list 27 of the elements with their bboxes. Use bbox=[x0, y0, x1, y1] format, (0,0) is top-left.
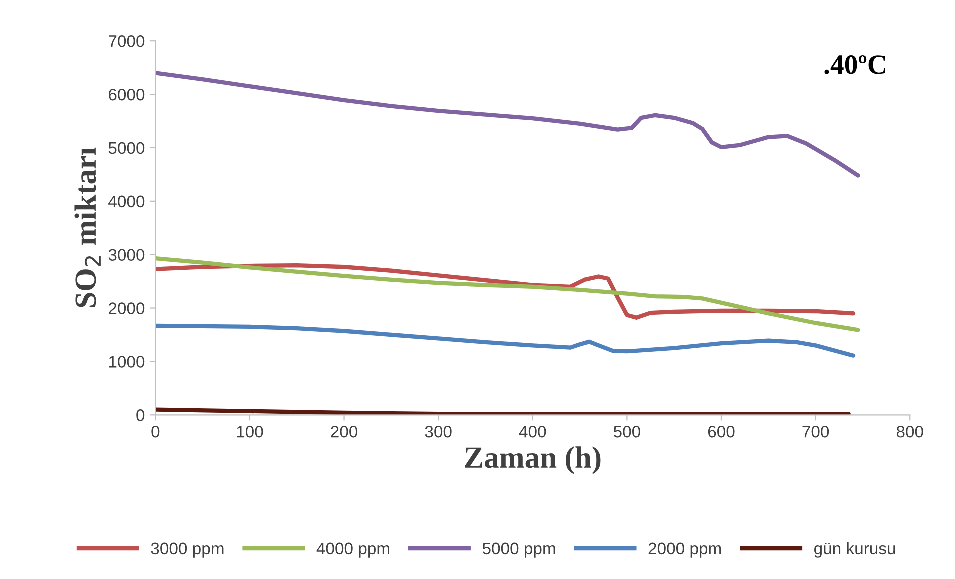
x-axis-title: Zaman (h) bbox=[465, 446, 601, 474]
line-series bbox=[156, 324, 856, 358]
x-tick-label: 400 bbox=[519, 426, 546, 438]
legend-label: 3000 ppm bbox=[151, 542, 224, 558]
legend-label: 5000 ppm bbox=[482, 542, 556, 558]
annotation: .40ºC bbox=[824, 56, 886, 74]
x-tick-label: 0 bbox=[152, 426, 160, 438]
y-tick-label: 5000 bbox=[108, 142, 145, 154]
y-tick-label: 6000 bbox=[109, 88, 145, 101]
y-tick-label: 0 bbox=[136, 410, 145, 422]
legend-label: 2000 ppm bbox=[648, 542, 722, 558]
line-series bbox=[156, 256, 860, 332]
y-tick-label: 3000 bbox=[108, 249, 145, 262]
x-tick-label: 500 bbox=[614, 426, 640, 438]
x-tick-label: 800 bbox=[896, 426, 924, 438]
x-tick-label: 600 bbox=[708, 426, 735, 438]
x-tick-label: 700 bbox=[802, 426, 830, 438]
legend-label: gün kurusu bbox=[814, 542, 896, 558]
y-tick-label: 2000 bbox=[109, 302, 145, 314]
x-tick-label: 200 bbox=[331, 426, 358, 438]
x-tick-label: 300 bbox=[425, 426, 452, 438]
x-tick-label: 100 bbox=[237, 426, 264, 438]
y-tick-label: 1000 bbox=[109, 356, 145, 368]
y-axis-title: SO$_{2}$ miktarı bbox=[74, 148, 101, 308]
y-tick-label: 4000 bbox=[108, 196, 145, 208]
y-tick-label: 7000 bbox=[109, 36, 145, 48]
legend-label: 4000 ppm bbox=[316, 542, 390, 558]
